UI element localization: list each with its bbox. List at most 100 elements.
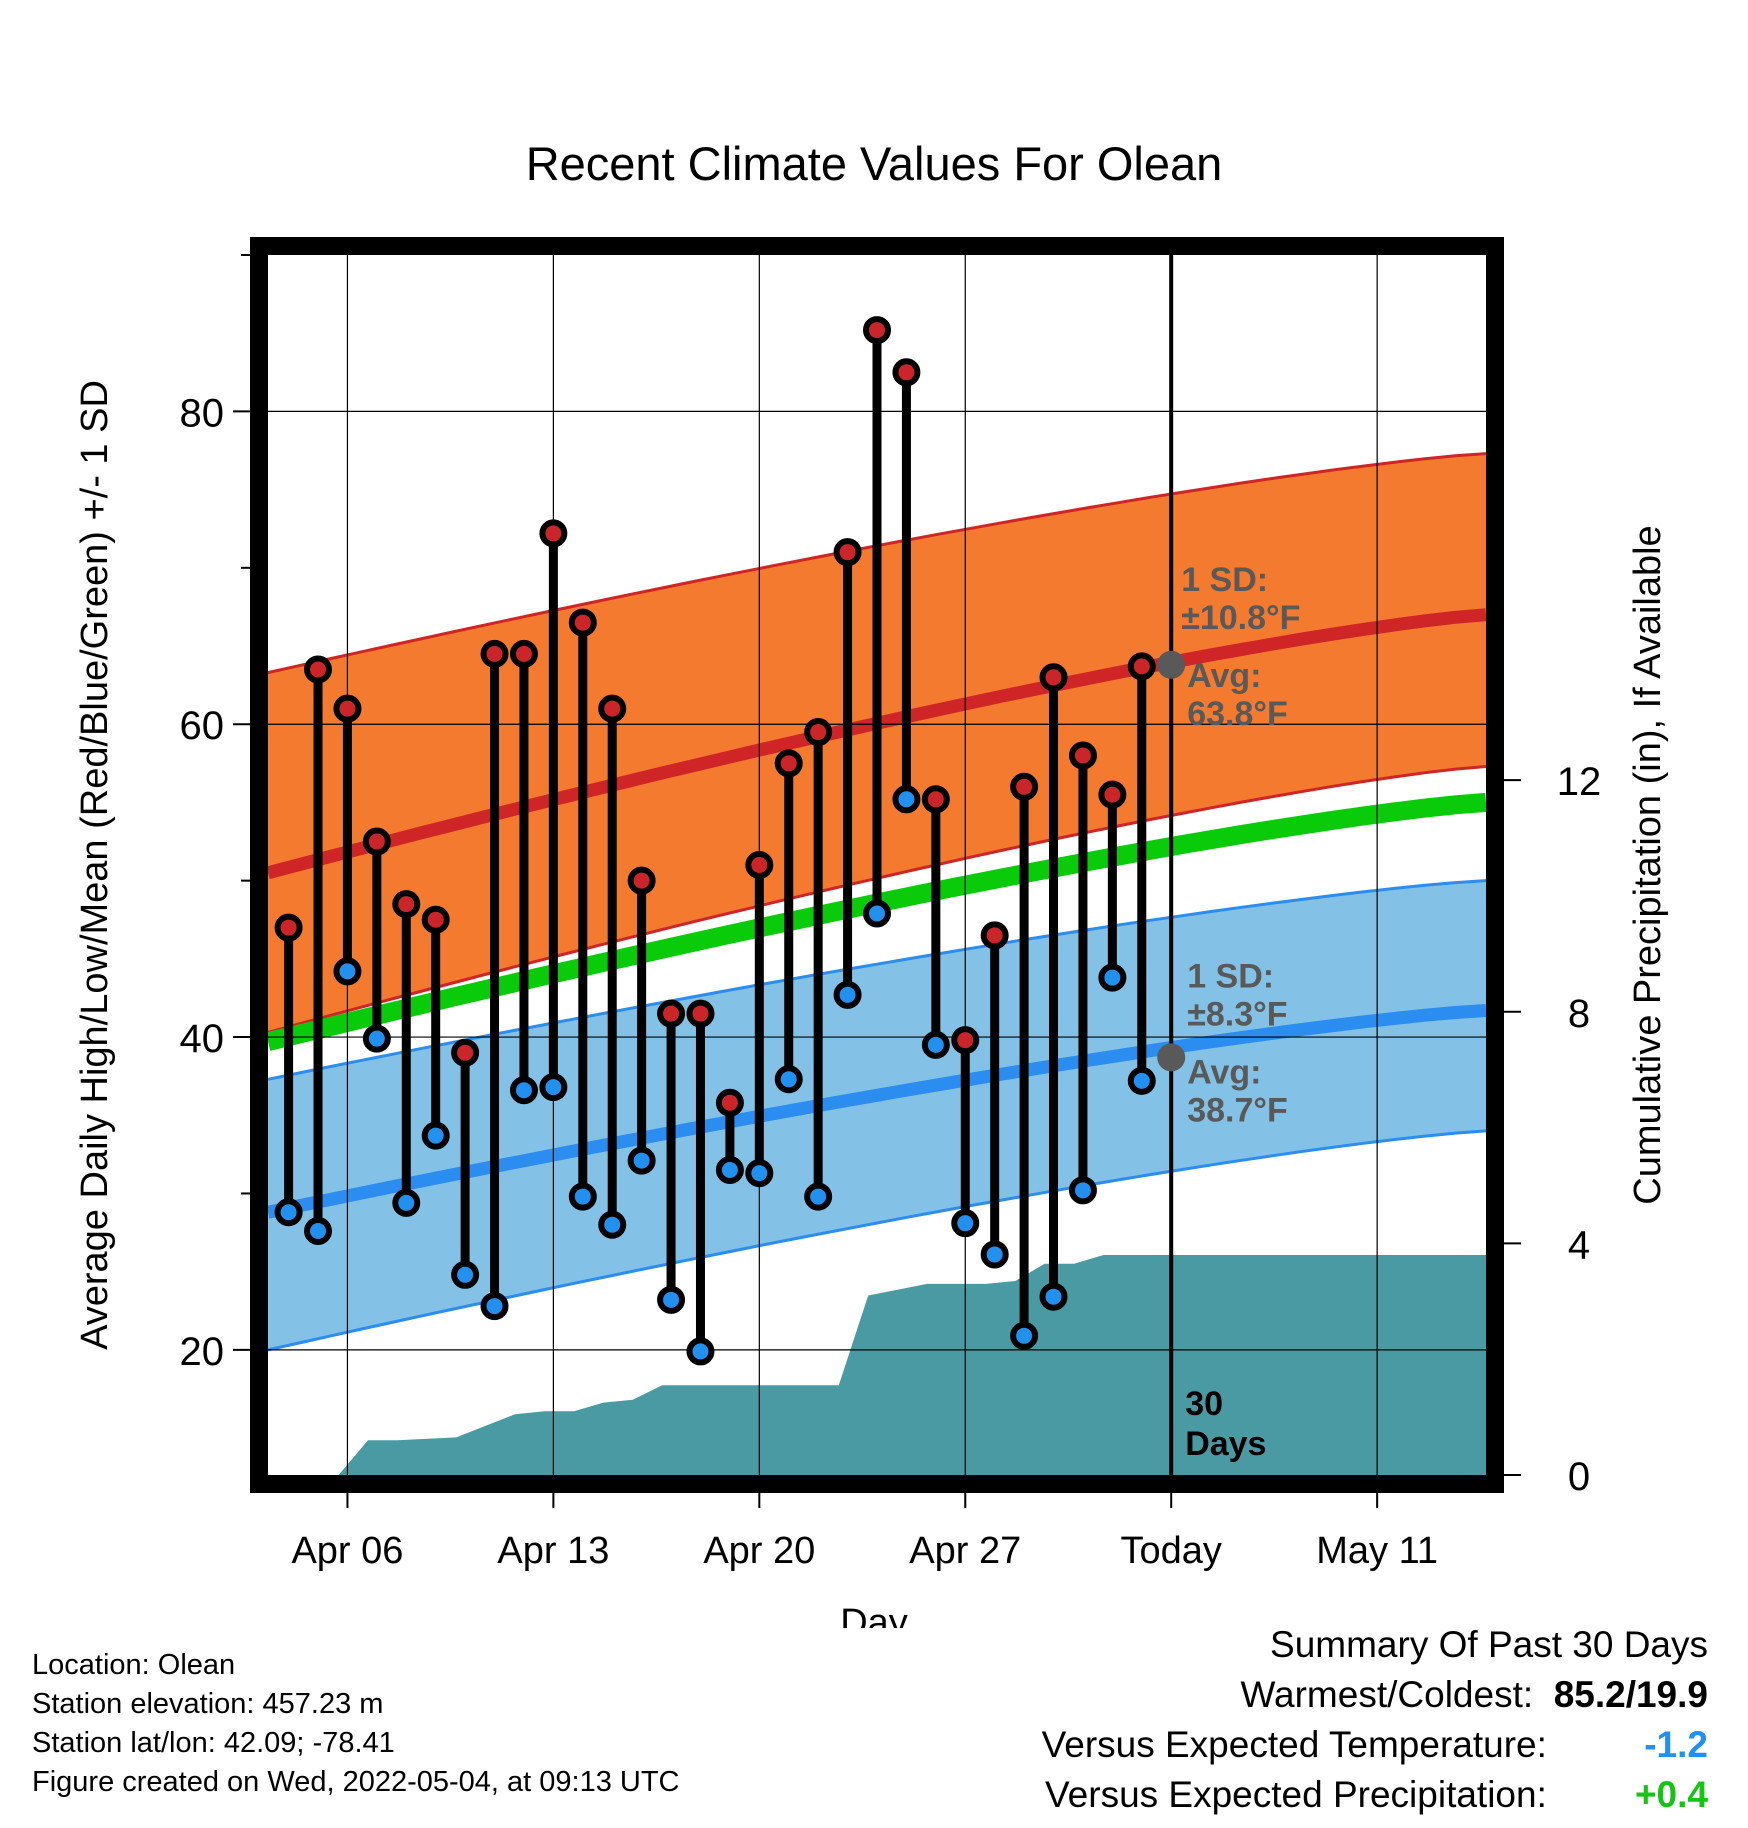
observed-high-point xyxy=(1127,652,1156,681)
observed-high-point xyxy=(980,921,1009,950)
summary-panel: Summary Of Past 30 Days Warmest/Coldest:… xyxy=(1042,1620,1708,1820)
observed-low-point xyxy=(539,1073,568,1102)
observed-low-point xyxy=(745,1159,774,1188)
y-left-tick-label: 20 xyxy=(180,1330,225,1374)
observed-high-point xyxy=(480,639,509,668)
y-right-tick-label: 0 xyxy=(1568,1455,1590,1499)
observed-high-point xyxy=(715,1088,744,1117)
low-avg-annotation-value: 38.7°F xyxy=(1187,1091,1288,1129)
observed-high-point xyxy=(451,1038,480,1067)
days-count-annotation: 30 xyxy=(1185,1385,1223,1423)
observed-low-point xyxy=(804,1182,833,1211)
observed-low-point xyxy=(304,1217,333,1245)
observed-low-point xyxy=(627,1146,656,1175)
y-left-tick-label: 60 xyxy=(180,704,225,748)
observed-high-point xyxy=(421,905,450,934)
observed-high-point xyxy=(568,608,597,637)
y-axis-label-right: Cumulative Precipitation (in), If Availa… xyxy=(1627,525,1669,1204)
climate-chart: Recent Climate Values For Olean 1 SD:±10… xyxy=(74,137,1669,1628)
observed-high-point xyxy=(892,358,921,387)
observed-high-point xyxy=(657,999,686,1028)
summary-warmest-label: Warmest/Coldest: xyxy=(1240,1674,1534,1715)
observed-high-point xyxy=(1098,780,1127,809)
summary-temp-row: Versus Expected Temperature: -1.2 xyxy=(1042,1720,1708,1770)
observed-high-point xyxy=(333,694,362,723)
observed-temperatures xyxy=(274,316,1156,1366)
observed-low-point xyxy=(392,1188,421,1217)
cumulative-precip-area xyxy=(268,1255,1486,1475)
observed-high-point xyxy=(598,694,627,723)
summary-temp-value: -1.2 xyxy=(1644,1724,1708,1765)
avg-low-line xyxy=(266,1004,1487,1219)
observed-low-point xyxy=(1010,1321,1039,1350)
observed-high-point xyxy=(1010,772,1039,801)
summary-warmest-row: Warmest/Coldest: 85.2/19.9 xyxy=(1042,1670,1708,1720)
observed-low-point xyxy=(1039,1282,1068,1311)
summary-precip-row: Versus Expected Precipitation: +0.4 xyxy=(1042,1770,1708,1820)
observed-high-point xyxy=(362,827,391,856)
x-tick-label: May 11 xyxy=(1316,1530,1438,1572)
observed-high-point xyxy=(627,866,656,895)
observed-low-point xyxy=(451,1260,480,1289)
observed-low-point xyxy=(951,1209,980,1238)
summary-precip-label: Versus Expected Precipitation: xyxy=(1045,1774,1547,1815)
observed-low-point xyxy=(1068,1176,1097,1205)
x-tick-label: Apr 13 xyxy=(497,1530,609,1572)
high-avg-annotation-value: 63.8°F xyxy=(1187,695,1288,733)
high-sd-annotation: 1 SD: xyxy=(1181,561,1268,599)
observed-low-point xyxy=(1098,963,1127,992)
today-high-avg-marker xyxy=(1157,650,1186,679)
observed-low-point xyxy=(480,1292,509,1321)
observed-high-point xyxy=(951,1026,980,1055)
y-left-tick-label: 40 xyxy=(180,1017,225,1061)
observed-high-point xyxy=(509,639,538,668)
y-axis-label-left: Average Daily High/Low/Mean (Red/Blue/Gr… xyxy=(74,380,116,1350)
observed-low-point xyxy=(980,1240,1009,1269)
low-sd-annotation-value: ±8.3°F xyxy=(1187,995,1287,1033)
y-right-tick-label: 12 xyxy=(1557,760,1602,804)
observed-low-point xyxy=(715,1156,744,1184)
observed-low-point xyxy=(921,1030,950,1059)
low-avg-annotation: Avg: xyxy=(1187,1053,1261,1091)
station-info: Location: Olean Station elevation: 457.2… xyxy=(32,1646,680,1802)
high-sd-annotation-value: ±10.8°F xyxy=(1181,599,1300,637)
observed-low-point xyxy=(1127,1066,1156,1095)
observed-high-point xyxy=(804,718,833,747)
observed-low-point xyxy=(362,1024,391,1053)
location-text: Location: Olean xyxy=(32,1649,236,1681)
observed-low-point xyxy=(509,1076,538,1105)
summary-precip-value: +0.4 xyxy=(1634,1774,1708,1815)
axes: 20 40 60 80 0 4 8 12 Apr 06 Apr 13 Apr 20 Apr 27 Tod… xyxy=(180,254,1602,1572)
x-tick-label: Today xyxy=(1120,1530,1221,1572)
latlon-text: Station lat/lon: 42.09; -78.41 xyxy=(32,1727,395,1759)
observed-low-point xyxy=(568,1182,597,1211)
high-avg-annotation: Avg: xyxy=(1187,657,1261,695)
y-right-tick-label: 8 xyxy=(1568,992,1590,1036)
observed-high-point xyxy=(686,999,715,1028)
observed-high-point xyxy=(392,890,421,919)
x-axis-label: Day xyxy=(840,1602,908,1628)
observed-high-point xyxy=(304,655,333,684)
observed-low-point xyxy=(863,899,891,928)
y-left-tick-label: 80 xyxy=(180,391,225,435)
observed-low-point xyxy=(274,1198,303,1227)
observed-high-point xyxy=(745,851,774,879)
observed-low-point xyxy=(833,980,862,1009)
days-count-annotation-label: Days xyxy=(1185,1425,1266,1463)
summary-warmest-value: 85.2/19.9 xyxy=(1553,1674,1708,1715)
summary-temp-label: Versus Expected Temperature: xyxy=(1041,1724,1547,1765)
x-tick-label: Apr 06 xyxy=(291,1530,403,1572)
observed-high-point xyxy=(1068,741,1097,770)
y-right-tick-label: 4 xyxy=(1568,1223,1590,1267)
observed-high-point xyxy=(1039,663,1068,692)
today-low-avg-marker xyxy=(1157,1043,1186,1072)
observed-high-point xyxy=(921,785,950,814)
chart-title: Recent Climate Values For Olean xyxy=(526,137,1223,190)
observed-high-point xyxy=(863,316,891,345)
observed-low-point xyxy=(421,1121,450,1150)
created-text: Figure created on Wed, 2022-05-04, at 09… xyxy=(32,1766,680,1798)
observed-low-point xyxy=(774,1065,803,1094)
observed-low-point xyxy=(892,785,921,814)
x-tick-label: Apr 27 xyxy=(909,1530,1021,1572)
